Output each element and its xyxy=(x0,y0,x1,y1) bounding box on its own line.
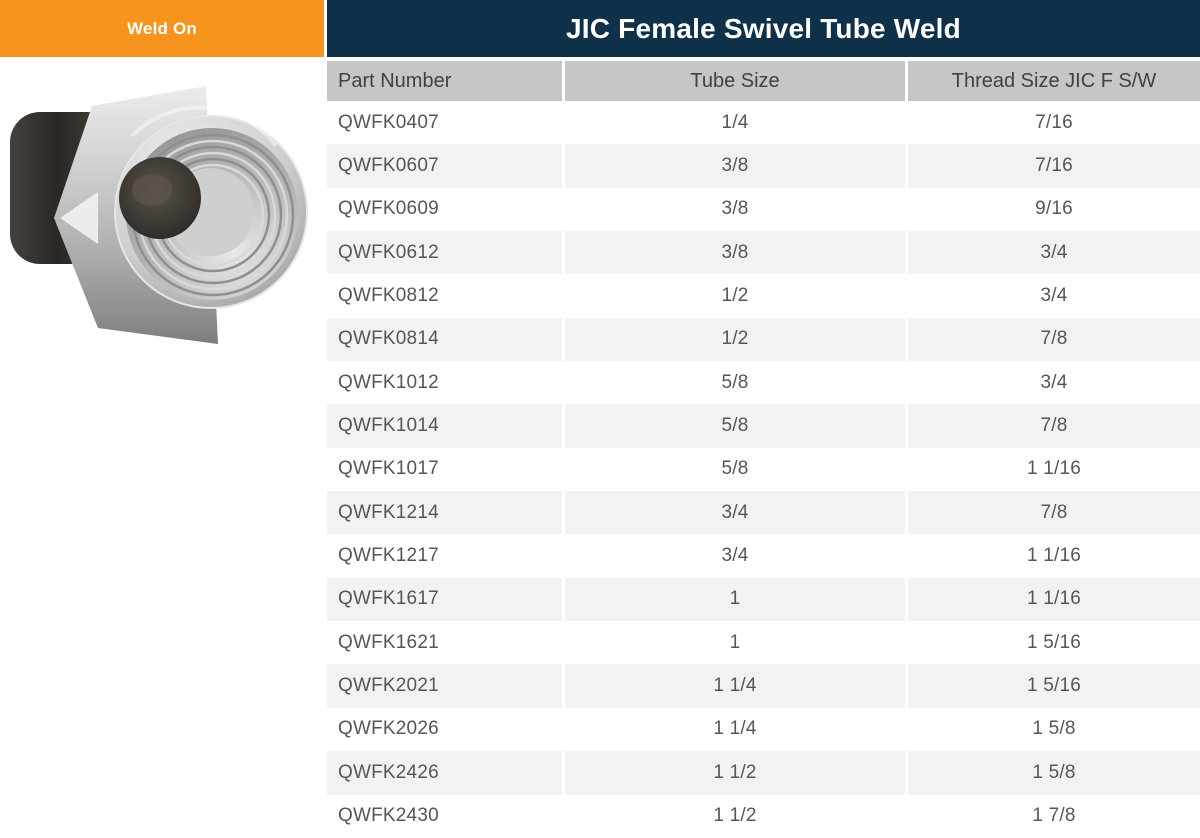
table-row: QWFK2021 1 1/4 1 5/16 xyxy=(327,664,1200,708)
table-row: QWFK1214 3/4 7/8 xyxy=(327,491,1200,535)
part-number-cell: QWFK2430 xyxy=(327,794,562,838)
thread-size-cell: 1 1/16 xyxy=(908,447,1200,492)
thread-size-cell: 7/8 xyxy=(908,491,1200,535)
tube-size-cell: 5/8 xyxy=(565,447,905,492)
tube-size-cell: 3/4 xyxy=(565,534,905,578)
table-row: QWFK2430 1 1/2 1 7/8 xyxy=(327,794,1200,838)
thread-size-cell: 7/8 xyxy=(908,404,1200,448)
thread-size-cell: 1 5/8 xyxy=(908,751,1200,795)
tube-size-cell: 1 xyxy=(565,621,905,665)
table-body: QWFK0407 1/4 7/16 QWFK0607 3/8 7/16 QWFK… xyxy=(327,101,1200,838)
part-number-cell: QWFK1012 xyxy=(327,361,562,405)
thread-size-cell: 7/8 xyxy=(908,317,1200,362)
table-row: QWFK1014 5/8 7/8 xyxy=(327,404,1200,448)
thread-size-cell: 3/4 xyxy=(908,274,1200,318)
thread-size-cell: 1 1/16 xyxy=(908,577,1200,622)
thread-size-cell: 3/4 xyxy=(908,231,1200,275)
table-row: QWFK1617 1 1 1/16 xyxy=(327,577,1200,622)
part-number-cell: QWFK2026 xyxy=(327,707,562,752)
tube-size-cell: 3/4 xyxy=(565,491,905,535)
part-number-cell: QWFK2021 xyxy=(327,664,562,708)
thread-size-cell: 3/4 xyxy=(908,361,1200,405)
thread-size-cell: 1 5/16 xyxy=(908,664,1200,708)
table-row: QWFK0609 3/8 9/16 xyxy=(327,187,1200,232)
part-number-cell: QWFK1214 xyxy=(327,491,562,535)
category-tab-weld-on: Weld On xyxy=(0,0,324,57)
table-row: QWFK2426 1 1/2 1 5/8 xyxy=(327,751,1200,795)
part-number-cell: QWFK0612 xyxy=(327,231,562,275)
tube-size-cell: 1/4 xyxy=(565,101,905,145)
table-row: QWFK1017 5/8 1 1/16 xyxy=(327,447,1200,492)
hex-chamfer-highlight xyxy=(60,192,98,244)
category-tab-label: Weld On xyxy=(126,18,198,38)
tube-size-cell: 3/8 xyxy=(565,231,905,275)
tube-size-cell: 1 1/2 xyxy=(565,751,905,795)
part-number-cell: QWFK0814 xyxy=(327,317,562,362)
tube-size-cell: 3/8 xyxy=(565,144,905,188)
table-row: QWFK0812 1/2 3/4 xyxy=(327,274,1200,318)
part-number-cell: QWFK1621 xyxy=(327,621,562,665)
tube-size-cell: 5/8 xyxy=(565,361,905,405)
part-number-cell: QWFK0812 xyxy=(327,274,562,318)
thread-size-cell: 1 5/8 xyxy=(908,707,1200,752)
tube-size-cell: 1 xyxy=(565,577,905,622)
column-header-tube-size: Tube Size xyxy=(565,61,905,101)
thread-size-cell: 7/16 xyxy=(908,101,1200,145)
product-photo xyxy=(0,80,322,360)
rim-highlight xyxy=(130,105,278,148)
column-header-thread-size: Thread Size JIC F S/W xyxy=(908,61,1200,101)
column-header-part-number: Part Number xyxy=(327,61,562,101)
table-header-row: Part Number Tube Size Thread Size JIC F … xyxy=(327,61,1200,101)
tube-size-cell: 1 1/2 xyxy=(565,794,905,838)
table-row: QWFK0612 3/8 3/4 xyxy=(327,231,1200,275)
tube-size-cell: 1/2 xyxy=(565,317,905,362)
thread-size-cell: 1 1/16 xyxy=(908,534,1200,578)
table-row: QWFK0814 1/2 7/8 xyxy=(327,317,1200,362)
part-number-cell: QWFK1217 xyxy=(327,534,562,578)
part-number-cell: QWFK2426 xyxy=(327,751,562,795)
table-row: QWFK1012 5/8 3/4 xyxy=(327,361,1200,405)
part-number-cell: QWFK1017 xyxy=(327,447,562,492)
fitting-illustration xyxy=(10,86,308,344)
table-row: QWFK0607 3/8 7/16 xyxy=(327,144,1200,188)
table-row: QWFK2026 1 1/4 1 5/8 xyxy=(327,707,1200,752)
thread-size-cell: 1 5/16 xyxy=(908,621,1200,665)
table-row: QWFK1217 3/4 1 1/16 xyxy=(327,534,1200,578)
part-number-cell: QWFK1617 xyxy=(327,577,562,622)
thread-size-cell: 9/16 xyxy=(908,187,1200,232)
part-number-cell: QWFK1014 xyxy=(327,404,562,448)
table-row: QWFK0407 1/4 7/16 xyxy=(327,101,1200,145)
part-number-cell: QWFK0607 xyxy=(327,144,562,188)
page-title: JIC Female Swivel Tube Weld xyxy=(566,12,961,44)
tube-size-cell: 1/2 xyxy=(565,274,905,318)
tube-size-cell: 3/8 xyxy=(565,187,905,232)
tube-size-cell: 1 1/4 xyxy=(565,707,905,752)
tube-size-cell: 1 1/4 xyxy=(565,664,905,708)
part-number-cell: QWFK0407 xyxy=(327,101,562,145)
table-row: QWFK1621 1 1 5/16 xyxy=(327,621,1200,665)
tube-size-cell: 5/8 xyxy=(565,404,905,448)
thread-size-cell: 7/16 xyxy=(908,144,1200,188)
part-number-cell: QWFK0609 xyxy=(327,187,562,232)
table-title-bar: JIC Female Swivel Tube Weld xyxy=(327,0,1200,57)
thread-size-cell: 1 7/8 xyxy=(908,794,1200,838)
